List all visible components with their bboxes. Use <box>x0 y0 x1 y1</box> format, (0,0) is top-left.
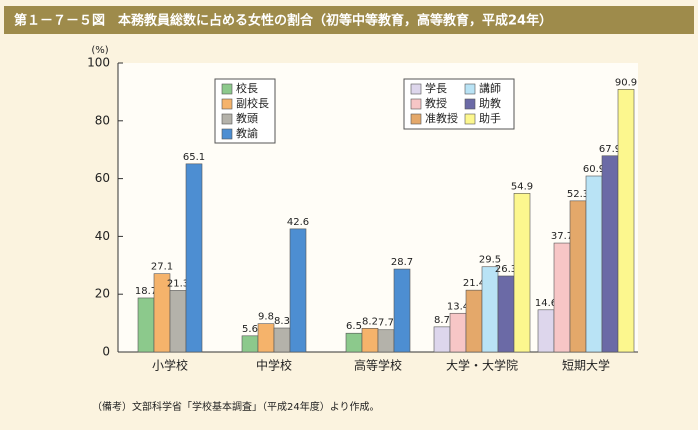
y-tick-label: 20 <box>95 287 110 301</box>
x-tick-label: 大学・大学院 <box>446 358 518 373</box>
note: （備考）文部科学省「学校基本調査」（平成24年度）より作成。 <box>92 400 380 413</box>
value-label: 90.9 <box>615 77 637 88</box>
bar <box>553 242 571 353</box>
value-label: 18.7 <box>135 286 157 297</box>
legend-swatch <box>464 113 476 125</box>
bar <box>537 309 555 353</box>
legend-label: 助手 <box>479 111 501 125</box>
bar <box>449 312 467 353</box>
x-tick-label: 小学校 <box>152 358 188 373</box>
legend-label: 学長 <box>425 81 447 95</box>
value-label: 14.6 <box>535 298 557 309</box>
x-tick-label: 短期大学 <box>562 358 610 373</box>
value-label: 60.9 <box>583 164 605 175</box>
y-tick-label: 60 <box>95 171 110 185</box>
value-label: 13.4 <box>447 301 469 312</box>
bar <box>377 329 395 353</box>
plot-area <box>118 63 638 352</box>
title-band <box>4 6 694 34</box>
value-label: 37.7 <box>551 231 573 242</box>
bar <box>617 88 635 353</box>
value-label: 8.2 <box>362 316 378 327</box>
bar <box>273 327 291 353</box>
legend-label: 校長 <box>236 81 258 95</box>
bar <box>361 328 379 353</box>
value-label: 28.7 <box>391 257 413 268</box>
value-label: 7.7 <box>378 318 394 329</box>
legend-swatch <box>464 83 476 95</box>
legend-swatch <box>221 83 233 95</box>
bar <box>345 332 363 353</box>
value-label: 65.1 <box>183 152 205 163</box>
bar <box>257 323 275 353</box>
value-label: 67.9 <box>599 144 621 155</box>
value-label: 54.9 <box>511 181 533 192</box>
legend-swatch <box>221 128 233 140</box>
legend-label: 教頭 <box>236 112 258 125</box>
bar <box>137 297 155 353</box>
y-axis-label: (%) <box>91 45 108 56</box>
value-label: 21.4 <box>463 278 485 289</box>
value-label: 52.3 <box>567 189 589 200</box>
value-label: 6.5 <box>346 321 362 332</box>
y-tick-label: 100 <box>87 56 110 70</box>
legend-swatch <box>221 113 233 125</box>
legend-label: 助教 <box>479 96 501 110</box>
value-label: 8.3 <box>274 316 290 327</box>
legend-swatch <box>410 98 422 110</box>
value-label: 42.6 <box>287 217 309 228</box>
x-tick-label: 中学校 <box>256 358 292 373</box>
chart-title: 第１－７－５図 本務教員総数に占める女性の割合（初等中等教育，高等教育，平成24… <box>14 13 552 29</box>
legend-swatch <box>410 113 422 125</box>
bar <box>185 163 203 353</box>
value-label: 26.3 <box>495 264 517 275</box>
bar <box>481 266 499 353</box>
bar <box>601 155 619 353</box>
bar <box>289 228 307 353</box>
legend-swatch <box>410 83 422 95</box>
legend-box <box>403 78 515 130</box>
bar <box>569 200 587 353</box>
legend-swatch <box>221 98 233 110</box>
value-label: 29.5 <box>479 255 501 266</box>
bar <box>393 268 411 353</box>
bar <box>465 289 483 353</box>
value-label: 9.8 <box>258 312 274 323</box>
value-label: 27.1 <box>151 262 173 273</box>
bar <box>513 193 531 353</box>
legend-label: 教授 <box>425 96 447 110</box>
value-label: 8.7 <box>434 315 450 326</box>
legend-label: 准教授 <box>425 111 458 125</box>
bar <box>241 335 259 353</box>
y-tick-label: 40 <box>95 229 110 243</box>
legend-label: 講師 <box>479 81 501 95</box>
bar <box>585 175 603 353</box>
y-tick-label: 0 <box>102 345 110 359</box>
legend-label: 副校長 <box>236 96 269 110</box>
legend-label: 教諭 <box>236 126 258 140</box>
bar <box>169 290 187 353</box>
y-tick-label: 80 <box>95 113 110 127</box>
legend-swatch <box>464 98 476 110</box>
bar <box>497 275 515 353</box>
bar <box>433 326 451 353</box>
value-label: 5.6 <box>242 324 258 335</box>
x-tick-label: 高等学校 <box>354 358 402 373</box>
value-label: 21.3 <box>167 278 189 289</box>
